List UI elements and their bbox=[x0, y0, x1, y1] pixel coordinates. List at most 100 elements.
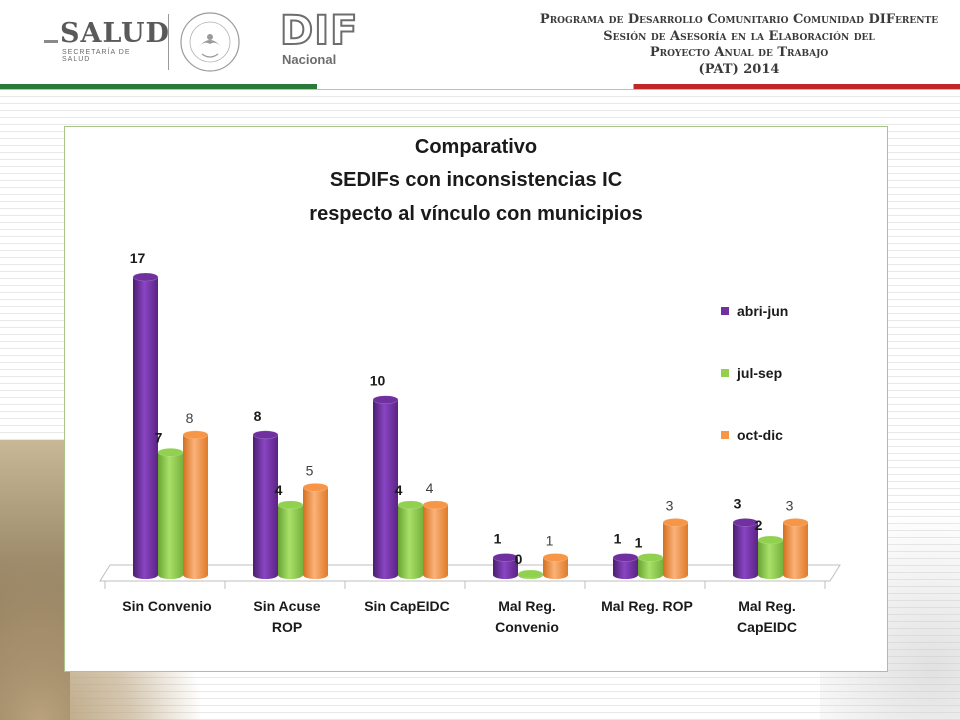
data-label-oct-dic: 3 bbox=[786, 497, 794, 513]
bar-oct-dic bbox=[662, 518, 689, 579]
chart-title-line: respecto al vínculo con municipios bbox=[309, 203, 642, 225]
bar-abri-jun bbox=[732, 518, 759, 579]
legend-label: jul-sep bbox=[736, 365, 782, 381]
chart-title-line: SEDIFs con inconsistencias IC bbox=[330, 169, 622, 191]
bar-body bbox=[613, 557, 638, 579]
salud-logo-subtitle: SECRETARÍA DE SALUD bbox=[62, 49, 131, 63]
data-label-jul-sep: 1 bbox=[635, 534, 643, 550]
chart-legend: abri-jun jul-sep oct-dic bbox=[721, 303, 788, 443]
bar-cap bbox=[662, 518, 689, 527]
legend-swatch bbox=[721, 307, 729, 315]
program-title-line: Programa de Desarrollo Comunitario Comun… bbox=[539, 12, 939, 27]
bar-cap bbox=[302, 483, 329, 492]
data-label-abri-jun: 10 bbox=[370, 373, 386, 389]
program-title-line: (PAT) 2014 bbox=[698, 61, 780, 77]
bar-cap bbox=[782, 518, 809, 527]
bar-abri-jun bbox=[372, 395, 399, 579]
legend-item-jul-sep: jul-sep bbox=[721, 365, 782, 381]
chart-floor bbox=[99, 564, 841, 589]
category-label: Sin Acuse bbox=[253, 598, 320, 614]
category-label: Convenio bbox=[495, 619, 559, 635]
data-label-abri-jun: 17 bbox=[130, 250, 146, 266]
data-label-oct-dic: 1 bbox=[546, 532, 554, 548]
bar-body bbox=[398, 504, 423, 579]
bar-cap bbox=[252, 430, 279, 440]
bar-jul-sep bbox=[757, 535, 784, 579]
bar-jul-sep bbox=[517, 569, 544, 579]
legend-label: abri-jun bbox=[737, 303, 788, 319]
slide-header: SALUD SECRETARÍA DE SALUD DIF Nacional P… bbox=[0, 0, 960, 84]
category-label: ROP bbox=[272, 619, 302, 635]
bar-cap bbox=[372, 395, 399, 405]
legend-swatch bbox=[721, 369, 729, 377]
bar-abri-jun bbox=[612, 553, 639, 579]
legend-item-oct-dic: oct-dic bbox=[721, 427, 783, 443]
legend-label: oct-dic bbox=[737, 427, 783, 443]
bar-abri-jun bbox=[252, 430, 279, 579]
bar-body bbox=[733, 522, 758, 579]
bar-cap bbox=[157, 447, 184, 457]
data-label-oct-dic: 4 bbox=[426, 480, 434, 496]
category-label: Sin Convenio bbox=[122, 598, 211, 614]
mexico-seal-icon bbox=[180, 12, 240, 72]
flag-stripe bbox=[0, 84, 960, 89]
bar-cap bbox=[542, 553, 569, 562]
bar-jul-sep bbox=[157, 447, 184, 579]
bar-jul-sep bbox=[277, 500, 304, 579]
legend-item-abri-jun: abri-jun bbox=[721, 303, 788, 319]
data-label-jul-sep: 4 bbox=[275, 482, 283, 498]
data-label-oct-dic: 3 bbox=[666, 497, 674, 513]
data-label-oct-dic: 5 bbox=[306, 462, 314, 478]
bar-cap bbox=[277, 500, 304, 510]
dif-logo-subtitle: Nacional bbox=[282, 52, 337, 67]
bar-body bbox=[543, 557, 568, 579]
bar-body bbox=[638, 557, 663, 579]
bar-oct-dic bbox=[782, 518, 809, 579]
bar-body bbox=[758, 539, 783, 579]
bar-body bbox=[253, 434, 278, 579]
bar-oct-dic bbox=[542, 553, 569, 579]
logo-divider bbox=[168, 14, 169, 70]
bar-abri-jun bbox=[132, 272, 159, 579]
data-label-jul-sep: 2 bbox=[755, 517, 763, 533]
chart-title: Comparativo SEDIFs con inconsistencias I… bbox=[309, 136, 642, 225]
data-label-abri-jun: 8 bbox=[254, 408, 262, 424]
bar-body bbox=[783, 522, 808, 579]
bar-body bbox=[663, 522, 688, 579]
category-label: Sin CapEIDC bbox=[364, 598, 450, 614]
bar-body bbox=[493, 557, 518, 579]
header-divider bbox=[0, 89, 960, 90]
chart-title-line: Comparativo bbox=[415, 136, 537, 158]
bar-cap bbox=[422, 500, 449, 510]
bar-cap bbox=[612, 553, 639, 562]
bar-cap bbox=[182, 430, 209, 440]
bar-body bbox=[158, 452, 183, 579]
bar-cap bbox=[757, 535, 784, 545]
bar-body bbox=[278, 504, 303, 579]
bar-cap bbox=[397, 500, 424, 510]
data-label-abri-jun: 1 bbox=[614, 530, 622, 546]
program-title-line: Sesión de Asesoría en la Elaboración del bbox=[603, 28, 875, 44]
bar-body bbox=[133, 277, 158, 579]
chart-bars bbox=[132, 272, 809, 579]
bar-jul-sep bbox=[397, 500, 424, 579]
salud-logo-text: SALUD bbox=[60, 18, 170, 49]
bar-abri-jun bbox=[492, 553, 519, 579]
chart-floor-plane bbox=[99, 564, 841, 582]
chart-category-labels: Sin Convenio Sin Acuse ROP Sin CapEIDC Mal R… bbox=[122, 598, 797, 635]
bar-cap bbox=[732, 518, 759, 527]
bar-body bbox=[373, 399, 398, 579]
category-label: Mal Reg. bbox=[738, 598, 796, 614]
category-label: Mal Reg. bbox=[498, 598, 556, 614]
program-title: Programa de Desarrollo Comunitario Comun… bbox=[524, 12, 954, 78]
bar-body bbox=[303, 487, 328, 579]
program-title-line: Proyecto Anual de Trabajo bbox=[649, 45, 829, 60]
bar-body bbox=[423, 504, 448, 579]
dif-logo: DIF Nacional bbox=[279, 7, 358, 70]
data-label-abri-jun: 1 bbox=[494, 530, 502, 546]
bar-jul-sep bbox=[637, 553, 664, 579]
data-label-abri-jun: 3 bbox=[734, 495, 742, 511]
category-label: CapEIDC bbox=[737, 619, 797, 635]
data-label-jul-sep: 7 bbox=[155, 429, 163, 445]
